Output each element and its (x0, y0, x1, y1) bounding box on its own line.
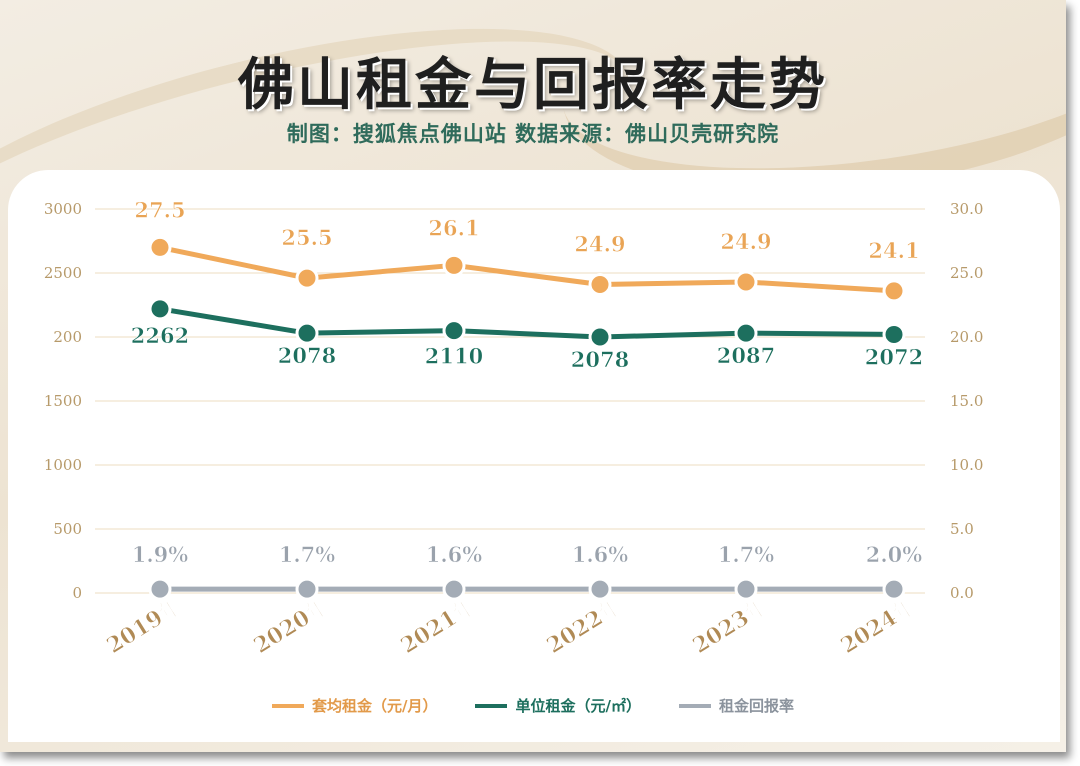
data-point-unit_rent (442, 319, 466, 343)
legend-label-unit-rent: 单位租金（元/㎡） (515, 697, 641, 715)
chart-subtitle: 制图：搜狐焦点佛山站 数据来源：佛山贝壳研究院 (286, 122, 780, 146)
series-line-unit_rent (159, 306, 895, 340)
data-label-unit_rent: 2072 (865, 344, 923, 369)
x-tick-label: 2019年 (102, 593, 186, 659)
data-point-yield (588, 577, 612, 601)
data-point-rent (588, 273, 612, 297)
data-point-rent (148, 235, 172, 259)
y-tick-right: 20.0 (950, 328, 983, 346)
y-tick-right: 25.0 (950, 264, 983, 282)
legend-item-unit-rent: 单位租金（元/㎡） (475, 695, 641, 716)
data-point-rent (882, 279, 906, 303)
data-label-unit_rent: 2262 (131, 323, 189, 348)
y-tick-left: 2500 (44, 264, 82, 282)
data-label-yield: 1.6% (426, 542, 483, 567)
y-tick-left: 200 (53, 328, 82, 346)
x-tick-label: 2020年 (249, 593, 333, 659)
x-tick-label: 2022年 (542, 593, 626, 659)
data-label-rent: 25.5 (281, 225, 332, 250)
y-tick-left: 500 (53, 520, 82, 538)
x-tick-label: 2021年 (396, 593, 480, 659)
legend-item-rent: 套均租金（元/月） (272, 695, 437, 716)
legend-swatch-rent (272, 703, 304, 708)
y-tick-right: 15.0 (950, 392, 983, 410)
line-chart: 3000 30.0 2500 25.0 200 20.0 1500 15.0 1000 10.0 5… (44, 197, 984, 659)
data-point-yield (882, 577, 906, 601)
poster: 佛山租金与回报率走势 制图：搜狐焦点佛山站 数据来源：佛山贝壳研究院 3000 3… (0, 0, 1066, 752)
data-point-unit_rent (882, 322, 906, 346)
data-point-yield (148, 577, 172, 601)
data-point-rent (734, 270, 758, 294)
data-point-yield (734, 577, 758, 601)
data-label-yield: 1.6% (572, 542, 629, 567)
data-label-unit_rent: 2078 (571, 347, 629, 372)
legend-swatch-yield (678, 703, 711, 708)
data-point-unit_rent (148, 297, 172, 321)
data-label-unit_rent: 2110 (425, 344, 483, 369)
y-tick-right: 10.0 (950, 456, 983, 474)
data-label-unit_rent: 2078 (278, 343, 336, 368)
chart-legend: 套均租金（元/月） 单位租金（元/㎡） 租金回报率 (0, 695, 1066, 716)
data-label-yield: 1.7% (718, 542, 775, 567)
data-point-unit_rent (734, 321, 758, 345)
y-tick-left: 1500 (44, 392, 82, 410)
data-point-rent (295, 266, 319, 290)
data-label-rent: 26.1 (428, 215, 479, 240)
legend-item-yield: 租金回报率 (678, 695, 794, 716)
data-label-rent: 24.9 (574, 232, 625, 257)
data-label-unit_rent: 2087 (717, 343, 775, 368)
y-tick-left: 0 (72, 584, 82, 602)
x-tick-label: 2024年 (836, 593, 920, 659)
data-point-unit_rent (295, 321, 319, 345)
data-label-yield: 1.7% (279, 542, 336, 567)
legend-swatch-unit-rent (475, 703, 508, 708)
data-label-rent: 24.1 (868, 238, 919, 263)
data-label-yield: 2.0% (866, 542, 923, 567)
data-point-yield (442, 577, 466, 601)
data-point-unit_rent (588, 325, 612, 349)
legend-label-yield: 租金回报率 (718, 697, 794, 715)
y-tick-right: 5.0 (950, 520, 974, 538)
data-label-yield: 1.9% (132, 542, 189, 567)
chart-card (8, 170, 1060, 742)
data-point-rent (442, 253, 466, 277)
chart-title: 佛山租金与回报率走势 (238, 52, 828, 118)
data-label-rent: 24.9 (720, 229, 771, 254)
data-point-yield (295, 577, 319, 601)
y-tick-right: 0.0 (950, 584, 974, 602)
series-line-rent (159, 244, 895, 294)
legend-label-rent: 套均租金（元/月） (312, 697, 438, 715)
x-tick-label: 2023年 (688, 593, 772, 659)
data-label-rent: 27.5 (134, 197, 185, 222)
y-tick-left: 3000 (44, 200, 82, 218)
y-tick-right: 30.0 (950, 200, 983, 218)
y-tick-left: 1000 (44, 456, 82, 474)
